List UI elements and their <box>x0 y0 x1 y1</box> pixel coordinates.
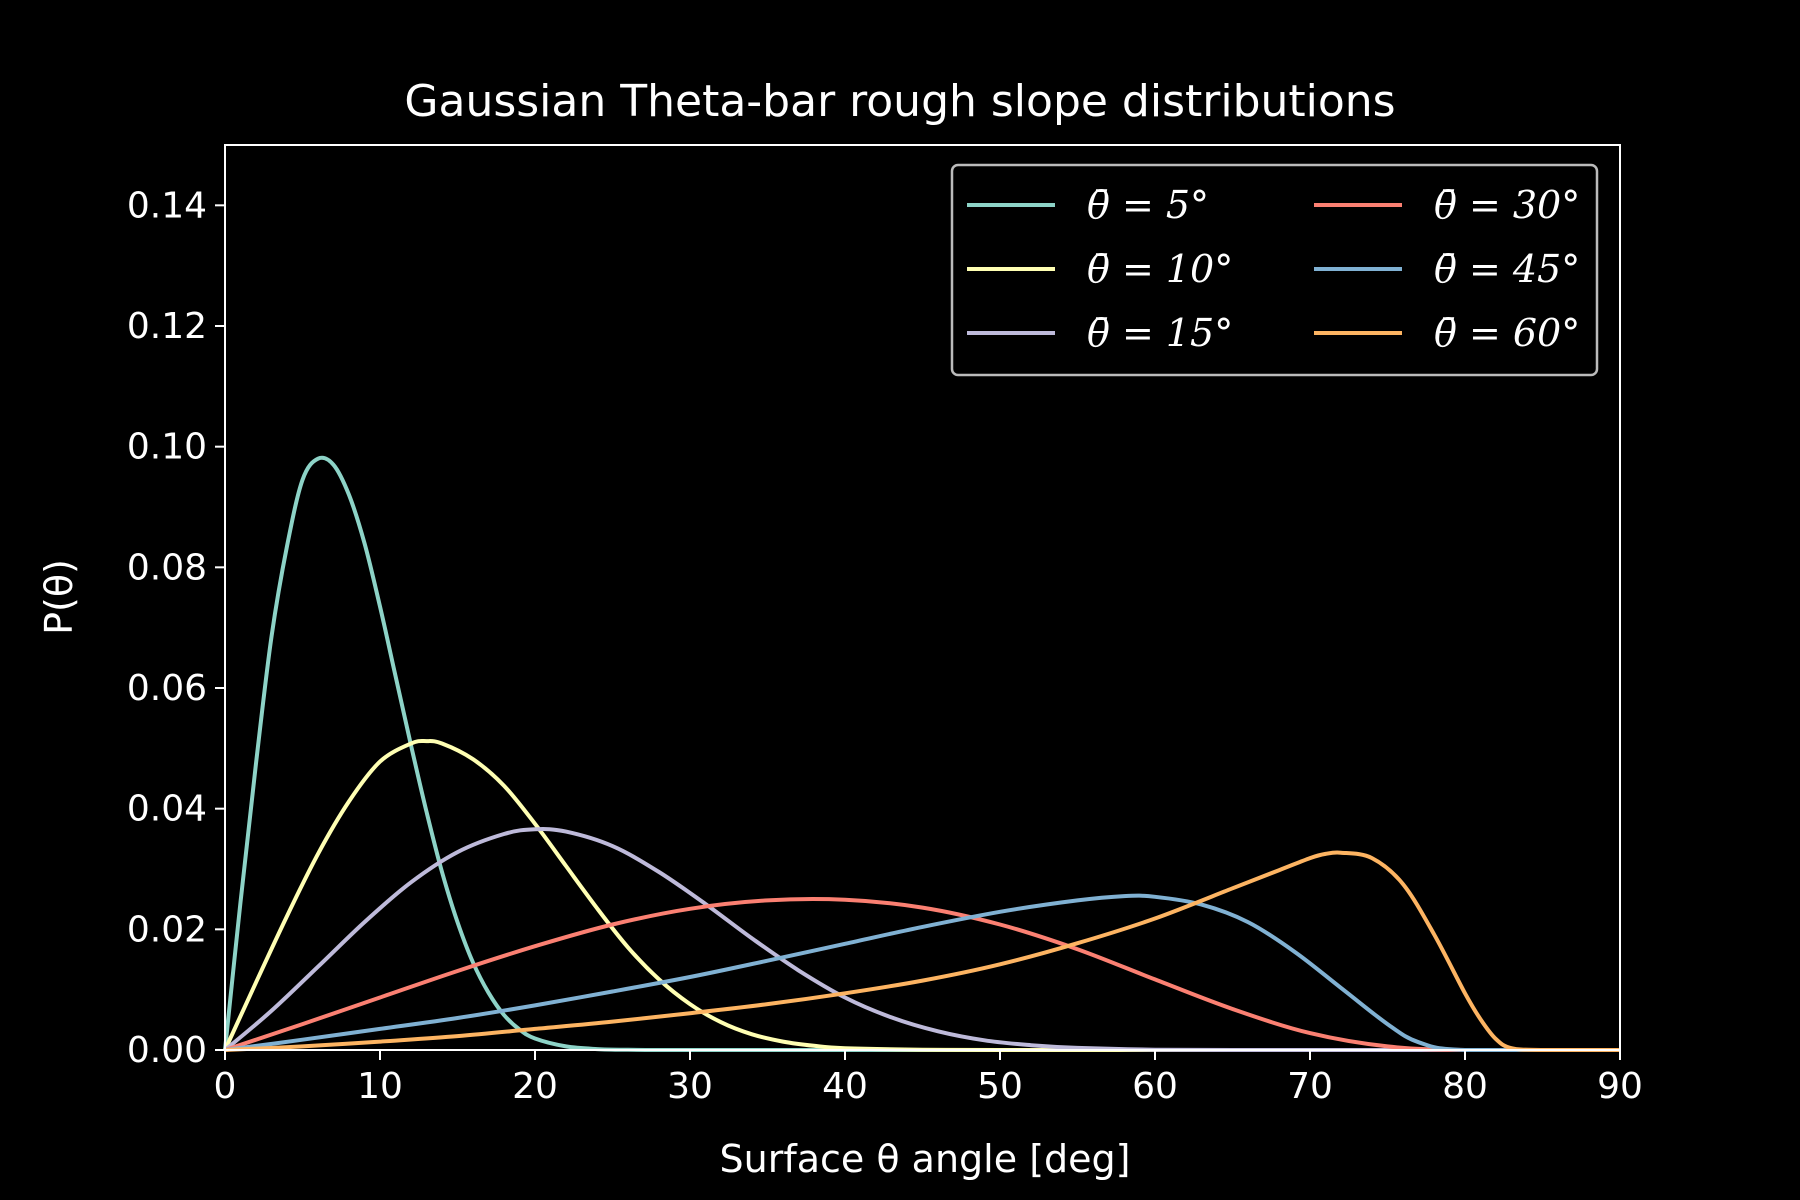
y-tick-label: 0.02 <box>127 909 207 950</box>
y-axis: 0.00 0.02 0.04 0.06 0.08 0.10 0.12 0.14 <box>127 185 225 1071</box>
legend-label-0: θ̄ = 5° <box>1087 183 1209 227</box>
y-tick-label: 0.12 <box>127 306 207 347</box>
x-tick-label: 40 <box>822 1066 868 1107</box>
legend-label-4: θ̄ = 45° <box>1434 247 1580 291</box>
legend-label-1: θ̄ = 10° <box>1087 247 1233 291</box>
x-tick-label: 80 <box>1442 1066 1488 1107</box>
x-tick-label: 30 <box>667 1066 713 1107</box>
y-tick-label: 0.00 <box>127 1030 207 1071</box>
x-tick-label: 10 <box>357 1066 403 1107</box>
y-tick-label: 0.06 <box>127 668 207 709</box>
x-tick-label: 60 <box>1132 1066 1178 1107</box>
y-tick-label: 0.04 <box>127 789 207 830</box>
legend-label-5: θ̄ = 60° <box>1434 311 1580 355</box>
legend-label-3: θ̄ = 30° <box>1434 183 1580 227</box>
series-layer <box>223 455 1620 1053</box>
x-tick-label: 70 <box>1287 1066 1333 1107</box>
x-axis-label: Surface θ angle [deg] <box>720 1137 1131 1181</box>
legend-box <box>950 163 1599 377</box>
series-line-5 <box>224 850 1620 1053</box>
plot-frame <box>224 144 1621 1051</box>
x-tick-label: 0 <box>214 1066 237 1107</box>
x-tick-label: 20 <box>512 1066 558 1107</box>
x-axis: 0 10 20 30 40 50 60 70 80 90 <box>214 1050 1643 1107</box>
y-axis-label: P(θ) <box>37 559 81 635</box>
x-tick-label: 90 <box>1597 1066 1643 1107</box>
x-tick-label: 50 <box>977 1066 1023 1107</box>
legend-label-2: θ̄ = 15° <box>1087 311 1233 355</box>
y-tick-label: 0.08 <box>127 547 207 588</box>
legend: θ̄ = 5° θ̄ = 10° θ̄ = 15° θ̄ = 30° θ̄ = 45° θ… <box>950 163 1599 377</box>
chart-title: Gaussian Theta-bar rough slope distribut… <box>404 76 1395 127</box>
y-tick-label: 0.14 <box>127 185 207 226</box>
series-line-4 <box>224 893 1620 1053</box>
series-line-3 <box>224 897 1620 1053</box>
y-tick-label: 0.10 <box>127 427 207 468</box>
